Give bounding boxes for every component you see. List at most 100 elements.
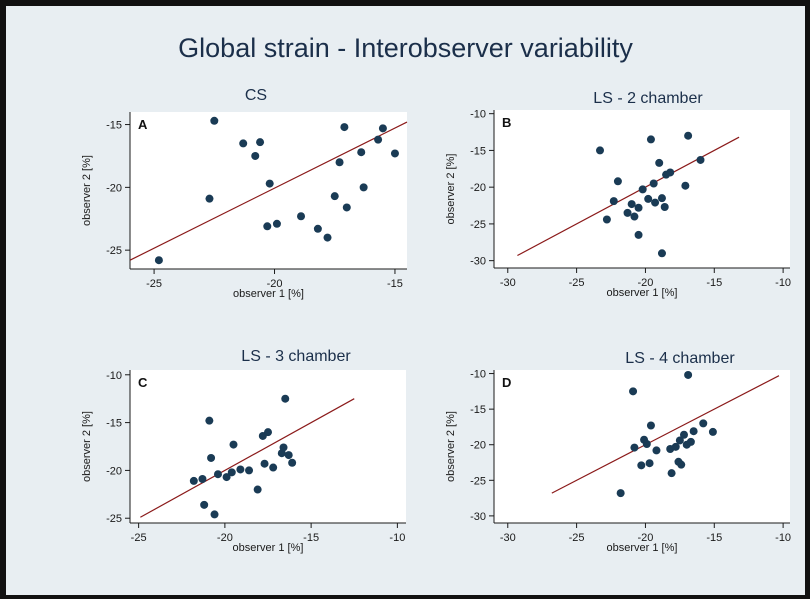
y-tick-label: -25 xyxy=(106,513,122,525)
data-point xyxy=(210,116,219,125)
data-point xyxy=(227,468,236,477)
data-point xyxy=(390,149,399,158)
data-point xyxy=(644,194,653,203)
panel-title: LS - 4 chamber xyxy=(625,350,735,367)
data-point xyxy=(330,192,339,201)
data-point xyxy=(335,158,344,167)
data-point xyxy=(642,440,651,449)
y-tick-label: -10 xyxy=(470,369,486,381)
data-point xyxy=(200,500,209,509)
data-point xyxy=(645,459,654,468)
y-tick-label: -30 xyxy=(470,256,486,268)
data-point xyxy=(253,485,262,494)
data-point xyxy=(596,146,605,155)
x-tick-label: -10 xyxy=(389,532,405,544)
x-tick-label: -20 xyxy=(217,532,233,544)
x-tick-label: -10 xyxy=(775,532,791,544)
data-point xyxy=(239,139,248,148)
data-point xyxy=(602,215,611,224)
y-tick-label: -15 xyxy=(470,404,486,416)
data-point xyxy=(667,469,676,478)
data-point xyxy=(689,427,698,436)
data-point xyxy=(629,387,638,396)
data-point xyxy=(236,465,245,474)
data-point xyxy=(357,148,366,157)
data-point xyxy=(229,440,238,449)
x-tick-label: -10 xyxy=(775,277,791,289)
y-tick-label: -15 xyxy=(106,120,122,132)
x-tick-label: -25 xyxy=(569,277,585,289)
data-point xyxy=(265,179,274,188)
data-point xyxy=(269,463,278,472)
data-point xyxy=(634,230,643,239)
x-tick-label: -30 xyxy=(500,532,516,544)
y-axis-label: observer 2 [%] xyxy=(81,155,93,226)
data-point xyxy=(679,430,688,439)
data-point xyxy=(297,212,306,221)
data-point xyxy=(609,197,618,206)
panel-title: CS xyxy=(245,87,267,104)
x-axis-label: observer 1 [%] xyxy=(607,542,678,554)
y-tick-label: -25 xyxy=(470,475,486,487)
x-tick-label: -25 xyxy=(146,278,162,290)
figure-area: Global strain - Interobserver variabilit… xyxy=(6,6,805,595)
data-point xyxy=(637,461,646,470)
x-tick-label: -25 xyxy=(131,532,147,544)
data-point xyxy=(652,446,661,455)
data-point xyxy=(684,370,693,379)
x-tick-label: -20 xyxy=(637,277,653,289)
data-point xyxy=(263,222,272,231)
x-axis-label: observer 1 [%] xyxy=(233,542,304,554)
data-point xyxy=(681,181,690,190)
y-tick-label: -20 xyxy=(106,465,122,477)
data-point xyxy=(205,416,214,425)
y-tick-label: -20 xyxy=(106,182,122,194)
y-tick-label: -10 xyxy=(106,370,122,382)
data-point xyxy=(342,203,351,212)
panel-title: LS - 3 chamber xyxy=(241,348,351,365)
data-point xyxy=(207,453,216,462)
data-point xyxy=(655,158,664,167)
x-tick-label: -15 xyxy=(706,532,722,544)
x-tick-label: -20 xyxy=(267,278,283,290)
data-point xyxy=(198,475,207,484)
data-point xyxy=(666,168,675,177)
y-tick-label: -25 xyxy=(470,219,486,231)
data-point xyxy=(623,208,632,217)
data-point xyxy=(256,138,265,147)
panel-letter: C xyxy=(138,375,148,390)
data-point xyxy=(323,233,332,242)
y-axis-label: observer 2 [%] xyxy=(445,154,457,225)
data-point xyxy=(251,151,260,160)
panel-letter: B xyxy=(502,115,511,130)
y-tick-label: -20 xyxy=(470,440,486,452)
y-axis-label: observer 2 [%] xyxy=(445,411,457,482)
x-tick-label: -15 xyxy=(706,277,722,289)
fit-line xyxy=(140,398,355,518)
scatter-panels: CS A -25 -20 -15 -15 -20 -25 observer 1 [%] obser… xyxy=(81,87,791,554)
data-point xyxy=(313,224,322,233)
x-axis-label: observer 1 [%] xyxy=(607,287,678,299)
data-point xyxy=(630,443,639,452)
y-tick-label: -25 xyxy=(106,245,122,257)
data-point xyxy=(646,421,655,430)
data-point xyxy=(630,212,639,221)
y-tick-label: -30 xyxy=(470,511,486,523)
data-point xyxy=(210,510,219,519)
y-tick-label: -15 xyxy=(106,418,122,430)
data-point xyxy=(696,155,705,164)
x-tick-label: -30 xyxy=(500,277,516,289)
x-tick-label: -15 xyxy=(303,532,319,544)
fit-line xyxy=(129,121,408,261)
data-point xyxy=(281,394,290,403)
data-point xyxy=(708,427,717,436)
data-point xyxy=(677,460,686,469)
data-point xyxy=(340,123,349,132)
x-tick-label: -20 xyxy=(637,532,653,544)
data-point xyxy=(684,131,693,140)
data-point xyxy=(284,451,293,460)
data-point xyxy=(638,185,647,194)
data-point xyxy=(671,442,680,451)
data-point xyxy=(154,256,163,265)
